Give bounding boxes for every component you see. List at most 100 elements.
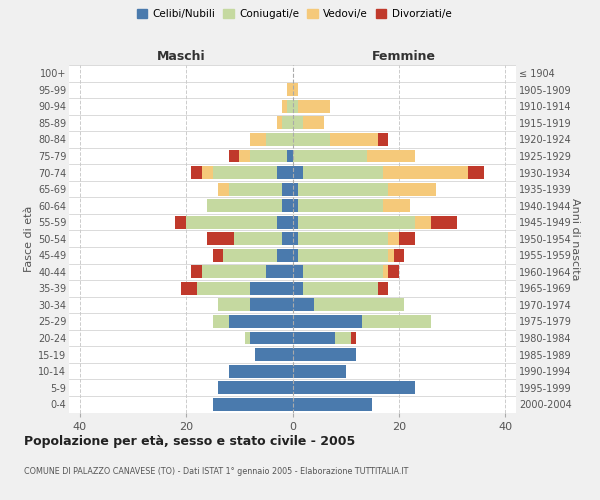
Bar bbox=[287, 100, 293, 113]
Bar bbox=[399, 232, 415, 245]
Bar bbox=[293, 332, 335, 344]
Bar bbox=[223, 249, 277, 262]
Bar bbox=[250, 150, 287, 162]
Bar bbox=[293, 166, 303, 179]
Bar bbox=[293, 182, 298, 196]
Bar bbox=[186, 216, 277, 228]
Bar bbox=[208, 232, 234, 245]
Bar bbox=[293, 84, 298, 96]
Bar bbox=[229, 364, 293, 378]
Bar bbox=[212, 249, 223, 262]
Bar bbox=[282, 182, 293, 196]
Text: Femmine: Femmine bbox=[372, 50, 436, 62]
Bar bbox=[388, 249, 394, 262]
Legend: Celibi/Nubili, Coniugati/e, Vedovi/e, Divorziati/e: Celibi/Nubili, Coniugati/e, Vedovi/e, Di… bbox=[133, 5, 455, 24]
Bar bbox=[229, 315, 293, 328]
Bar bbox=[293, 398, 373, 410]
Bar bbox=[250, 298, 293, 312]
Bar bbox=[250, 332, 293, 344]
Bar bbox=[388, 266, 399, 278]
Bar bbox=[330, 133, 377, 146]
Bar bbox=[293, 298, 314, 312]
Bar bbox=[367, 150, 415, 162]
Bar bbox=[293, 232, 298, 245]
Bar bbox=[303, 266, 383, 278]
Bar bbox=[298, 216, 415, 228]
Bar bbox=[303, 282, 377, 295]
Bar bbox=[218, 381, 293, 394]
Text: Maschi: Maschi bbox=[157, 50, 205, 62]
Bar bbox=[277, 166, 293, 179]
Bar bbox=[293, 150, 367, 162]
Bar bbox=[298, 232, 388, 245]
Bar bbox=[293, 249, 298, 262]
Bar bbox=[266, 133, 293, 146]
Bar bbox=[197, 282, 250, 295]
Bar bbox=[175, 216, 186, 228]
Bar bbox=[335, 332, 351, 344]
Bar bbox=[212, 398, 293, 410]
Bar bbox=[293, 364, 346, 378]
Bar bbox=[218, 182, 229, 196]
Bar bbox=[234, 232, 282, 245]
Bar bbox=[468, 166, 484, 179]
Bar bbox=[277, 216, 293, 228]
Bar bbox=[362, 315, 431, 328]
Bar bbox=[282, 100, 287, 113]
Bar bbox=[282, 116, 293, 130]
Bar bbox=[245, 332, 250, 344]
Bar bbox=[282, 199, 293, 212]
Bar bbox=[298, 182, 388, 196]
Bar bbox=[394, 249, 404, 262]
Bar bbox=[250, 133, 266, 146]
Bar bbox=[218, 298, 250, 312]
Bar bbox=[250, 282, 293, 295]
Bar bbox=[293, 266, 303, 278]
Y-axis label: Anni di nascita: Anni di nascita bbox=[570, 198, 580, 280]
Bar bbox=[298, 199, 383, 212]
Bar bbox=[293, 199, 298, 212]
Bar bbox=[277, 249, 293, 262]
Bar bbox=[229, 150, 239, 162]
Bar bbox=[293, 116, 303, 130]
Bar bbox=[303, 166, 383, 179]
Bar bbox=[388, 182, 436, 196]
Bar bbox=[212, 166, 277, 179]
Bar bbox=[277, 116, 282, 130]
Bar bbox=[314, 298, 404, 312]
Bar bbox=[303, 116, 325, 130]
Bar bbox=[377, 282, 388, 295]
Bar bbox=[287, 150, 293, 162]
Bar bbox=[388, 232, 399, 245]
Text: COMUNE DI PALAZZO CANAVESE (TO) - Dati ISTAT 1° gennaio 2005 - Elaborazione TUTT: COMUNE DI PALAZZO CANAVESE (TO) - Dati I… bbox=[24, 468, 409, 476]
Bar bbox=[377, 133, 388, 146]
Y-axis label: Fasce di età: Fasce di età bbox=[23, 206, 34, 272]
Bar bbox=[229, 182, 282, 196]
Bar bbox=[293, 315, 362, 328]
Bar bbox=[255, 348, 293, 361]
Bar bbox=[298, 100, 330, 113]
Bar bbox=[293, 100, 298, 113]
Bar bbox=[298, 249, 388, 262]
Bar bbox=[293, 348, 356, 361]
Bar bbox=[383, 166, 468, 179]
Bar bbox=[415, 216, 431, 228]
Bar bbox=[181, 282, 197, 295]
Bar bbox=[202, 166, 212, 179]
Bar bbox=[191, 266, 202, 278]
Bar bbox=[287, 84, 293, 96]
Text: Popolazione per età, sesso e stato civile - 2005: Popolazione per età, sesso e stato civil… bbox=[24, 435, 355, 448]
Bar bbox=[293, 133, 330, 146]
Bar bbox=[293, 216, 298, 228]
Bar bbox=[293, 282, 303, 295]
Bar bbox=[191, 166, 202, 179]
Bar bbox=[239, 150, 250, 162]
Bar bbox=[431, 216, 457, 228]
Bar bbox=[383, 266, 388, 278]
Bar bbox=[383, 199, 410, 212]
Bar bbox=[208, 199, 282, 212]
Bar bbox=[282, 232, 293, 245]
Bar bbox=[351, 332, 356, 344]
Bar bbox=[212, 315, 229, 328]
Bar bbox=[293, 381, 415, 394]
